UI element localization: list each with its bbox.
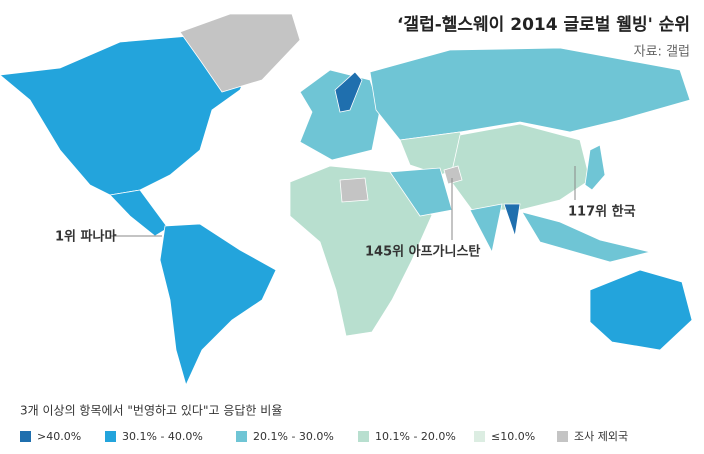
- legend-label: ≤10.0%: [491, 430, 535, 443]
- legend-swatch: [358, 431, 369, 442]
- excluded-africa: [339, 177, 369, 203]
- india: [469, 203, 503, 254]
- legend-label: 10.1% - 20.0%: [375, 430, 456, 443]
- legend-label: 조사 제외국: [574, 430, 628, 443]
- europe: [299, 69, 381, 161]
- afghanistan: [443, 165, 463, 185]
- world-map: [0, 13, 693, 387]
- legend-title: 3개 이상의 항목에서 "번영하고 있다"고 응답한 비율: [20, 404, 282, 418]
- japan: [584, 144, 606, 191]
- legend-swatch: [105, 431, 116, 442]
- greenland: [179, 13, 301, 93]
- east-asia: [449, 123, 591, 211]
- annotation: 117위 한국: [568, 204, 636, 220]
- annotation: 145위 아프가니스탄: [365, 244, 480, 260]
- annotation: 1위 파나마: [55, 229, 116, 245]
- legend-label: >40.0%: [37, 430, 81, 443]
- source: 자료: 갤럽: [634, 45, 690, 60]
- southeast-asia: [521, 211, 651, 263]
- legend-swatch: [236, 431, 247, 442]
- australia: [589, 269, 693, 351]
- legend-swatch: [474, 431, 485, 442]
- legend-label: 30.1% - 40.0%: [122, 430, 203, 443]
- legend: >40.0% 30.1% - 40.0% 20.1% - 30.0% 10.1% - …: [20, 430, 628, 443]
- legend-swatch: [20, 431, 31, 442]
- title: ‘갤럽-헬스웨이 2014 글로벌 웰빙' 순위: [397, 15, 690, 35]
- myanmar: [503, 203, 521, 237]
- scandinavia: [334, 71, 363, 113]
- legend-swatch: [557, 431, 568, 442]
- russia: [369, 47, 691, 141]
- central-america: [109, 189, 169, 237]
- south-america: [159, 223, 277, 387]
- north-america: [0, 35, 256, 196]
- legend-label: 20.1% - 30.0%: [253, 430, 334, 443]
